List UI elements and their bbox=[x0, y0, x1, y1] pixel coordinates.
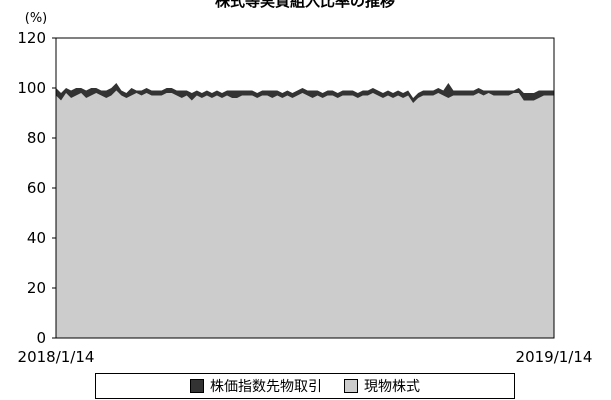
legend: 株価指数先物取引 現物株式 bbox=[95, 373, 515, 399]
y-tick-label: 0 bbox=[36, 329, 46, 347]
plot-areas bbox=[56, 83, 554, 338]
y-tick-label: 80 bbox=[27, 129, 46, 147]
legend-item-futures: 株価指数先物取引 bbox=[190, 376, 322, 396]
legend-item-spot: 現物株式 bbox=[344, 376, 420, 396]
legend-label-futures: 株価指数先物取引 bbox=[210, 379, 322, 395]
series-area-index-futures bbox=[56, 83, 554, 103]
y-axis-label: (%) bbox=[25, 11, 48, 26]
y-axis-ticks: 0 20 40 60 80 100 120 bbox=[17, 29, 56, 347]
x-tick-label-end: 2019/1/14 bbox=[516, 348, 593, 366]
y-tick-label: 40 bbox=[27, 229, 46, 247]
legend-swatch-spot bbox=[344, 379, 358, 393]
series-area-spot-stocks bbox=[56, 90, 554, 338]
y-tick-label: 100 bbox=[17, 79, 46, 97]
y-tick-label: 120 bbox=[17, 29, 46, 47]
y-tick-label: 60 bbox=[27, 179, 46, 197]
x-tick-label-start: 2018/1/14 bbox=[18, 348, 95, 366]
y-tick-label: 20 bbox=[27, 279, 46, 297]
chart-title: 株式等実質組入比率の推移 bbox=[215, 0, 395, 10]
legend-label-spot: 現物株式 bbox=[364, 379, 420, 395]
legend-swatch-futures bbox=[190, 379, 204, 393]
